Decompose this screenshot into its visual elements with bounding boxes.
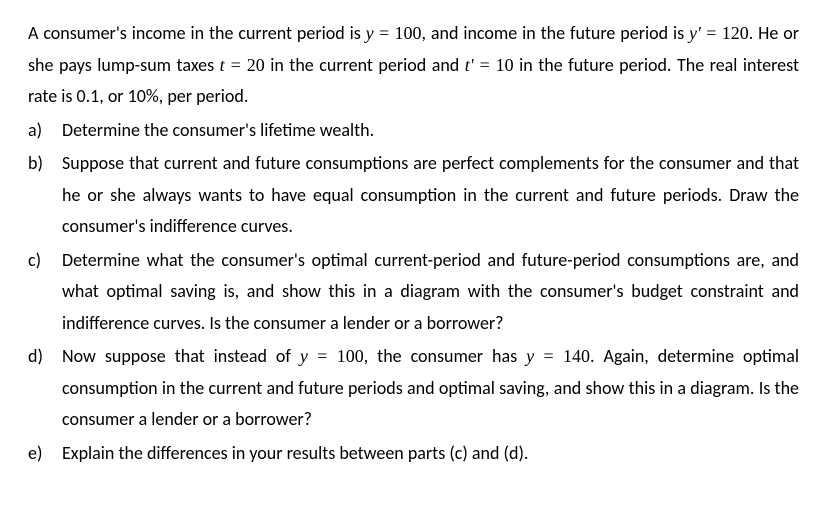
eq-sign: = [534, 346, 563, 366]
d-mid: , the consumer has [364, 345, 526, 367]
val-tprime: 10 [496, 55, 514, 75]
item-b: b) Suppose that current and future consu… [28, 148, 799, 243]
intro-text: period is [620, 22, 689, 44]
intro-text: in the current period and [265, 54, 460, 76]
val-y-d2: 140 [563, 346, 590, 366]
eq-sign: = [225, 55, 247, 75]
item-label-e: e) [28, 438, 62, 470]
d-pre: Now suppose that instead of [62, 345, 300, 367]
eq-sign: = [474, 55, 496, 75]
item-text-e: Explain the differences in your results … [62, 438, 799, 470]
intro-paragraph: A consumer's income in the current perio… [28, 18, 799, 113]
var-y-d2: y [526, 346, 534, 366]
val-y: 100 [395, 23, 422, 43]
val-y-d1: 100 [337, 346, 364, 366]
var-tprime: t' [465, 55, 474, 75]
item-text-b: Suppose that current and future consumpt… [62, 148, 799, 243]
item-a: a) Determine the consumer's lifetime wea… [28, 115, 799, 147]
var-y-d1: y [300, 346, 308, 366]
item-e: e) Explain the differences in your resul… [28, 438, 799, 470]
item-label-d: d) [28, 341, 62, 436]
item-label-b: b) [28, 148, 62, 243]
val-t: 20 [247, 55, 265, 75]
item-d: d) Now suppose that instead of y = 100, … [28, 341, 799, 436]
item-label-a: a) [28, 115, 62, 147]
item-text-c: Determine what the consumer's optimal cu… [62, 245, 799, 340]
item-text-a: Determine the consumer's lifetime wealth… [62, 115, 799, 147]
item-label-c: c) [28, 245, 62, 340]
item-c: c) Determine what the consumer's optimal… [28, 245, 799, 340]
var-y: y [366, 23, 374, 43]
eq-sign: = [374, 23, 395, 43]
eq-sign: = [701, 23, 722, 43]
item-text-d: Now suppose that instead of y = 100, the… [62, 341, 799, 436]
val-yprime: 120 [722, 23, 749, 43]
intro-text: , and income in the future [422, 22, 616, 44]
problem-content: A consumer's income in the current perio… [28, 18, 799, 469]
eq-sign: = [308, 346, 337, 366]
intro-text: A consumer's income in the current perio… [28, 22, 366, 44]
var-yprime: y' [689, 23, 701, 43]
